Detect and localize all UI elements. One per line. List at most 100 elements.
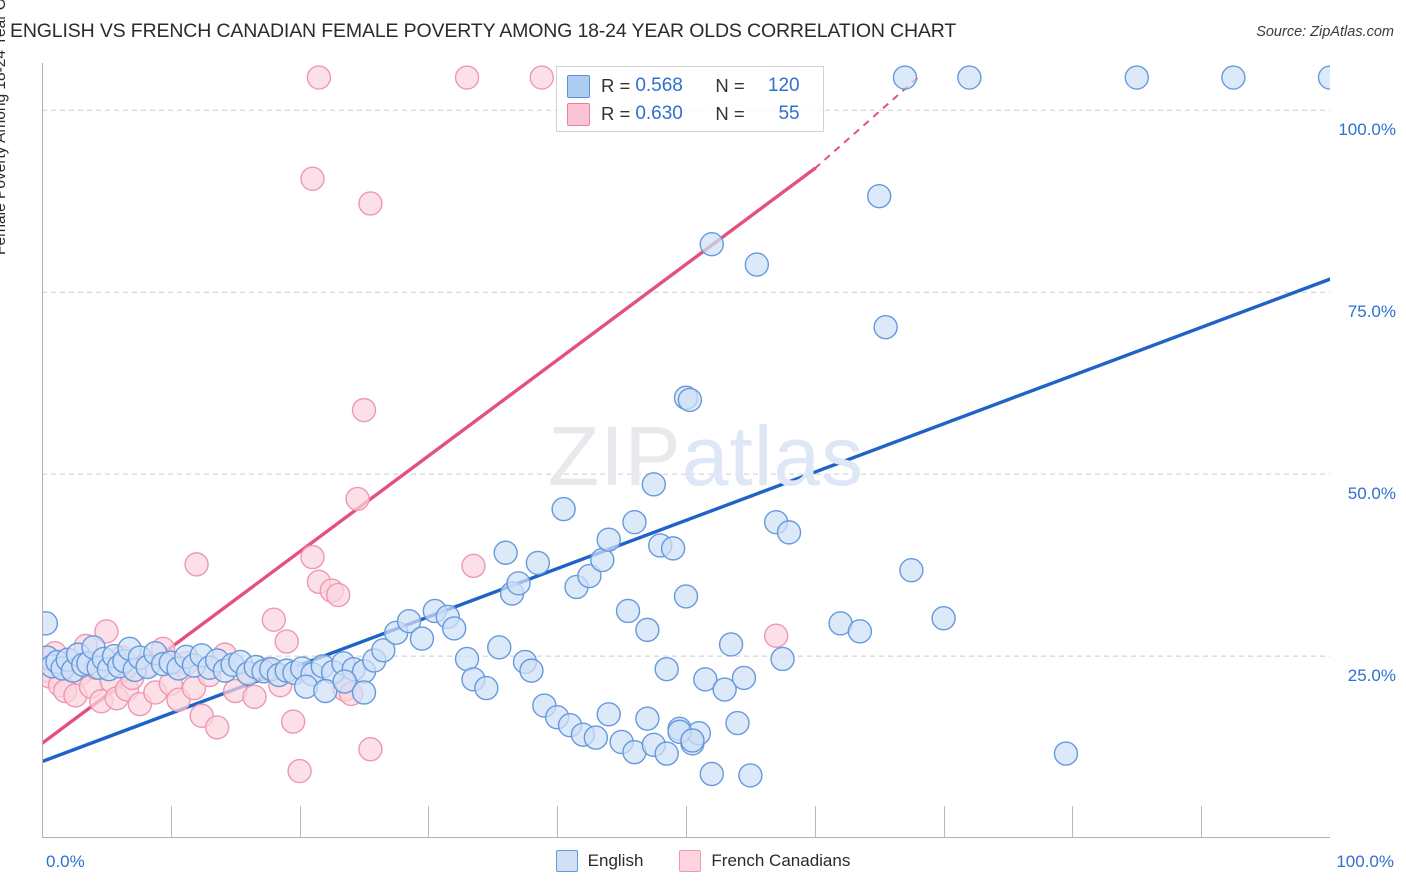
source-label: Source: ZipAtlas.com (1256, 24, 1394, 40)
data-point-english[interactable] (899, 558, 924, 583)
data-point-english[interactable] (712, 677, 737, 702)
data-point-english[interactable] (332, 669, 357, 694)
data-point-english[interactable] (622, 509, 647, 535)
french-n-value: 55 (778, 103, 800, 124)
english-n-label: N = (715, 75, 745, 96)
data-point-french-canadians[interactable] (184, 552, 209, 577)
english-legend-label: English (587, 851, 644, 870)
data-point-french-canadians[interactable] (274, 629, 299, 654)
data-point-english[interactable] (738, 763, 763, 788)
data-point-french-canadians[interactable] (326, 582, 351, 608)
x-axis-ticks (42, 806, 1202, 838)
data-point-french-canadians[interactable] (204, 715, 230, 740)
data-point-french-canadians[interactable] (300, 544, 325, 570)
data-point-english[interactable] (525, 550, 551, 576)
english-legend-swatch-icon (555, 850, 578, 872)
data-point-english[interactable] (660, 536, 686, 561)
data-point-french-canadians[interactable] (242, 684, 267, 710)
french-legend-label: French Canadians (711, 851, 851, 870)
data-point-english[interactable] (371, 638, 396, 663)
data-point-english[interactable] (873, 314, 898, 340)
data-point-english[interactable] (506, 571, 531, 596)
data-point-english[interactable] (731, 665, 757, 691)
data-point-english[interactable] (693, 667, 718, 692)
data-point-french-canadians[interactable] (461, 553, 486, 579)
english-r-label: R = (601, 75, 631, 96)
data-point-english[interactable] (596, 702, 621, 727)
data-point-english[interactable] (351, 680, 377, 705)
y-axis-title: Female Poverty Among 18-24 Year Olds (0, 0, 9, 255)
data-point-english[interactable] (699, 761, 724, 787)
data-point-english[interactable] (635, 617, 660, 643)
data-point-french-canadians[interactable] (763, 623, 789, 648)
data-point-english[interactable] (487, 635, 512, 660)
data-point-english[interactable] (1221, 65, 1246, 90)
data-point-english[interactable] (654, 741, 679, 766)
data-point-english[interactable] (744, 252, 770, 277)
data-point-french-canadians[interactable] (300, 166, 325, 191)
data-point-french-canadians[interactable] (306, 65, 332, 90)
data-point-english[interactable] (615, 598, 641, 624)
page-title: ENGLISH VS FRENCH CANADIAN FEMALE POVERT… (10, 20, 957, 42)
data-point-french-canadians[interactable] (287, 758, 312, 784)
data-point-english[interactable] (776, 520, 802, 545)
y-axis-tick-label: 75.0% (1347, 302, 1396, 322)
x-axis-max-label: 100.0% (1336, 852, 1394, 871)
data-point-english[interactable] (313, 678, 338, 704)
data-point-french-canadians[interactable] (351, 397, 377, 423)
data-point-french-canadians[interactable] (345, 486, 370, 512)
data-point-english[interactable] (1124, 65, 1150, 90)
data-point-english[interactable] (673, 584, 699, 609)
data-point-french-canadians[interactable] (529, 65, 554, 90)
data-point-french-canadians[interactable] (94, 619, 119, 644)
y-axis-tick-label: 25.0% (1347, 666, 1396, 686)
data-point-english[interactable] (577, 563, 602, 589)
plot-area (42, 63, 1330, 838)
data-point-english[interactable] (931, 606, 956, 631)
data-point-english[interactable] (42, 611, 59, 636)
data-point-english[interactable] (441, 616, 467, 641)
data-point-english[interactable] (718, 632, 744, 657)
legend-item-english[interactable]: English (555, 850, 644, 872)
trendline-extension-french-canadians (814, 76, 919, 170)
data-point-english[interactable] (867, 183, 892, 209)
x-axis-min-label: 0.0% (46, 852, 85, 871)
data-point-french-canadians[interactable] (261, 607, 287, 632)
french-swatch-icon (567, 102, 590, 126)
data-point-english[interactable] (596, 527, 621, 552)
data-point-english[interactable] (590, 547, 615, 573)
data-point-english[interactable] (641, 472, 666, 497)
statistics-legend: R = 0.568 N = 120 R = 0.630 N = 55 (556, 66, 824, 132)
data-point-french-canadians[interactable] (358, 737, 383, 762)
data-point-english[interactable] (551, 496, 576, 522)
data-point-english[interactable] (409, 626, 435, 651)
data-point-english[interactable] (396, 608, 422, 634)
data-point-french-canadians[interactable] (358, 191, 383, 216)
series-legend: English French Canadians (0, 850, 1406, 872)
data-point-english[interactable] (699, 231, 724, 257)
data-point-english[interactable] (847, 619, 873, 644)
data-point-english[interactable] (770, 646, 795, 672)
data-point-english[interactable] (654, 656, 679, 682)
data-point-english[interactable] (454, 646, 480, 672)
data-point-english[interactable] (474, 675, 499, 701)
data-point-english[interactable] (1317, 65, 1331, 90)
data-point-english[interactable] (519, 658, 544, 683)
data-point-english[interactable] (680, 728, 705, 753)
data-point-french-canadians[interactable] (454, 65, 480, 90)
data-point-english[interactable] (583, 725, 609, 750)
data-point-english[interactable] (1053, 741, 1079, 766)
data-point-english[interactable] (635, 706, 660, 731)
data-point-english[interactable] (892, 65, 918, 90)
french-legend-swatch-icon (679, 850, 702, 872)
english-swatch-icon (567, 74, 590, 98)
data-point-english[interactable] (725, 710, 750, 736)
gridlines (42, 109, 1330, 657)
data-point-english[interactable] (957, 65, 982, 90)
data-point-english[interactable] (677, 387, 703, 413)
legend-item-french-canadians[interactable]: French Canadians (679, 850, 850, 872)
data-point-english[interactable] (493, 540, 518, 565)
french-r-label: R = (601, 103, 631, 124)
french-n-label: N = (715, 103, 745, 124)
data-point-french-canadians[interactable] (280, 709, 306, 734)
